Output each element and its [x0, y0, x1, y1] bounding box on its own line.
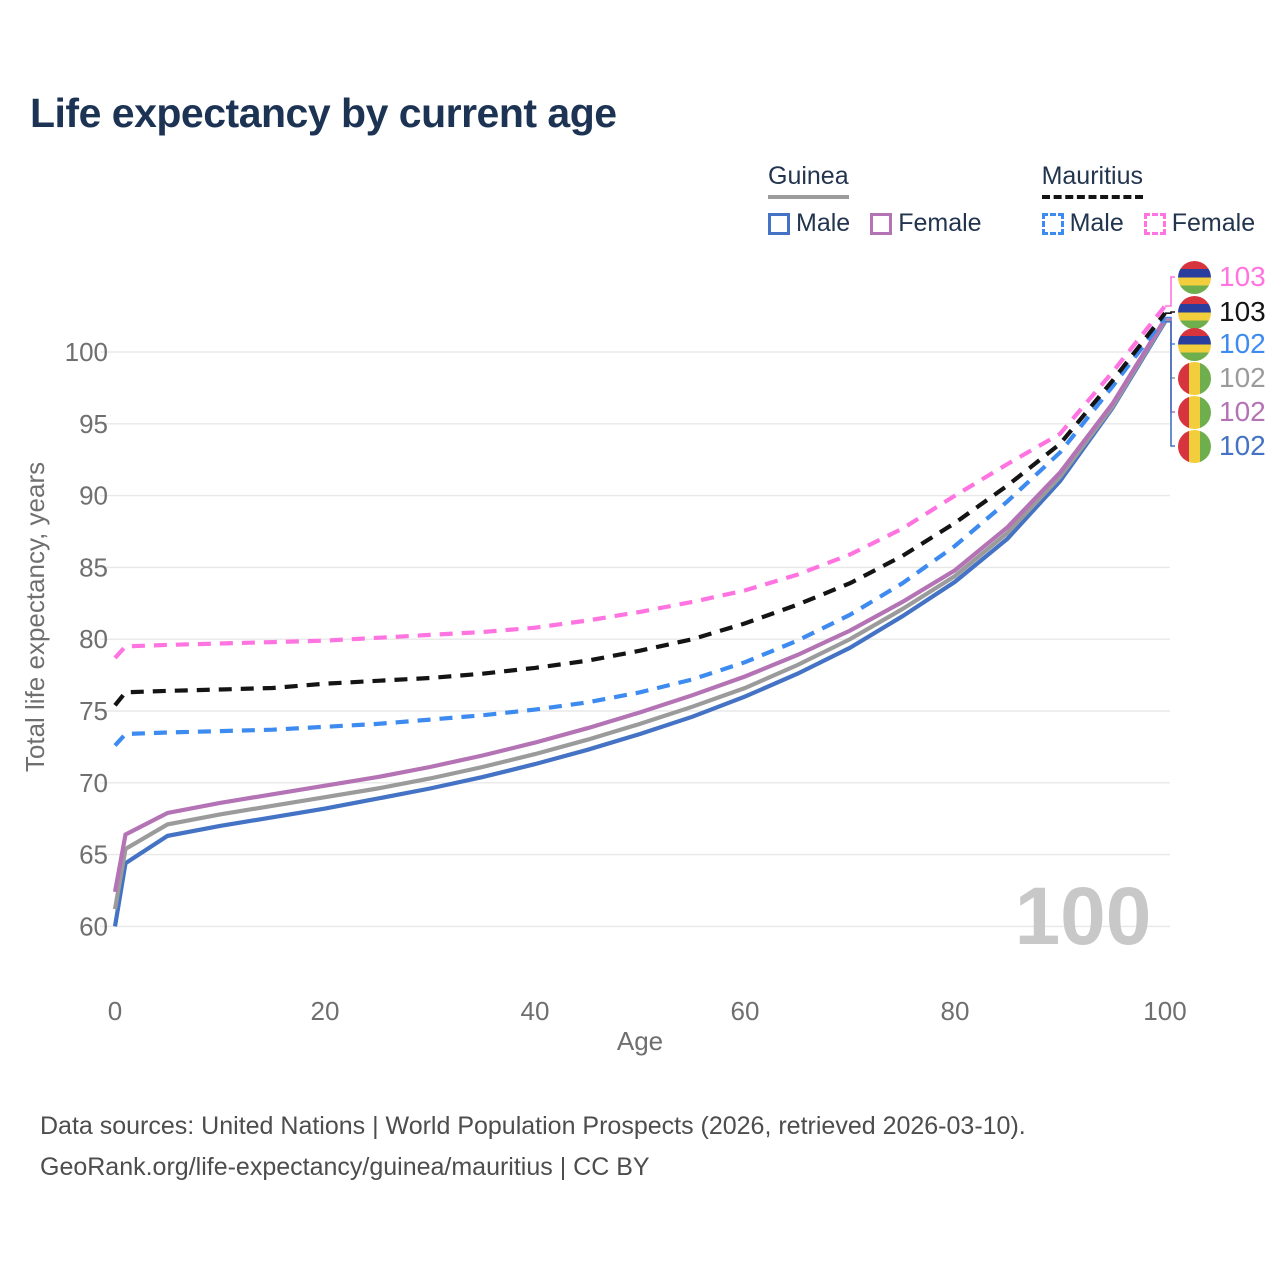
legend-country-mauritius: Mauritius — [1041, 162, 1143, 199]
mauritius-female-checkbox-icon — [1143, 212, 1166, 235]
legend-group-guinea: Guinea Male Female — [768, 162, 982, 238]
leader-line-mauritius-both — [1165, 311, 1175, 314]
y-tick-100: 100 — [65, 337, 108, 367]
legend-label-guinea-male: Male — [796, 209, 851, 237]
y-axis-title: Total life expectancy, years — [20, 462, 50, 772]
age-watermark: 100 — [1015, 871, 1152, 962]
y-tick-85: 85 — [79, 552, 108, 582]
y-tick-70: 70 — [79, 768, 108, 798]
legend-group-mauritius: Mauritius Male Female — [1041, 162, 1256, 238]
series-line-guinea-both[interactable] — [112, 319, 1167, 910]
leader-line-guinea-male — [1165, 321, 1175, 447]
legend-toggle-mauritius-female[interactable]: Female — [1143, 209, 1256, 238]
legend-label-mauritius-female: Female — [1171, 209, 1256, 237]
leader-line-mauritius-female — [1165, 276, 1175, 307]
series-line-mauritius-both[interactable] — [113, 311, 1167, 707]
x-tick-60: 60 — [731, 996, 760, 1026]
series-line-guinea-female[interactable] — [112, 317, 1167, 893]
leader-line-guinea-both — [1165, 319, 1175, 379]
legend-label-guinea-female: Female — [898, 209, 982, 237]
x-tick-80: 80 — [941, 996, 970, 1026]
legend-country-guinea: Guinea — [768, 162, 849, 199]
page-title: Life expectancy by current age — [30, 90, 617, 136]
y-tick-95: 95 — [79, 409, 108, 439]
guinea-female-checkbox-icon — [870, 212, 893, 235]
chart-footer: Data sources: United Nations | World Pop… — [40, 1106, 1026, 1188]
footer-data-sources: Data sources: United Nations | World Pop… — [40, 1112, 1026, 1140]
legend-toggle-guinea-female[interactable]: Female — [870, 209, 982, 238]
legend-toggle-mauritius-male[interactable]: Male — [1041, 209, 1124, 238]
y-tick-65: 65 — [79, 840, 108, 870]
series-line-mauritius-male[interactable] — [113, 316, 1167, 747]
y-tick-60: 60 — [79, 911, 108, 941]
x-tick-100: 100 — [1143, 996, 1186, 1026]
legend-label-mauritius-male: Male — [1069, 209, 1124, 237]
leader-line-guinea-female — [1165, 318, 1175, 413]
y-tick-80: 80 — [79, 624, 108, 654]
series-line-guinea-male[interactable] — [112, 320, 1167, 927]
legend-items-guinea: Male Female — [768, 209, 982, 238]
x-axis-title: Age — [617, 1026, 663, 1056]
x-tick-20: 20 — [311, 996, 340, 1026]
legend-toggle-guinea-male[interactable]: Male — [768, 209, 850, 238]
guinea-male-checkbox-icon — [768, 212, 790, 235]
footer-source-url: GeoRank.org/life-expectancy/guinea/mauri… — [40, 1153, 650, 1181]
chart-legend: Guinea Male Female Mauritius Male Female — [768, 162, 1255, 238]
x-tick-40: 40 — [521, 996, 550, 1026]
mauritius-male-checkbox-icon — [1041, 212, 1064, 235]
y-tick-75: 75 — [79, 696, 108, 726]
y-tick-90: 90 — [79, 481, 108, 511]
x-tick-0: 0 — [108, 996, 122, 1026]
series-line-mauritius-female[interactable] — [113, 304, 1167, 660]
legend-items-mauritius: Male Female — [1041, 209, 1256, 238]
